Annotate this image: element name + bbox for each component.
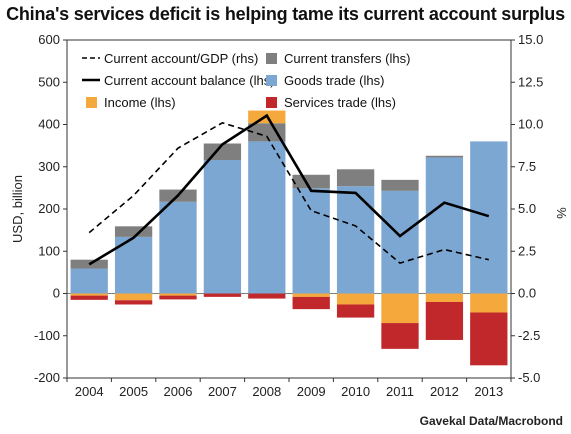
bar-segment — [159, 295, 197, 300]
current-account-balance-line — [88, 113, 490, 266]
legend-swatch — [266, 97, 277, 108]
bar-segment — [381, 323, 419, 349]
bar-segment — [114, 300, 153, 305]
right-tick-label: 0.0 — [518, 286, 536, 301]
bar-segment — [203, 159, 242, 294]
bar-segment — [292, 174, 330, 189]
bar-segment — [292, 188, 330, 294]
legend-label: Current transfers (lhs) — [284, 51, 410, 66]
bar-segment — [470, 141, 508, 294]
legend-label: Services trade (lhs) — [284, 95, 396, 110]
bar-segment — [114, 293, 153, 301]
bar-segment — [248, 123, 286, 142]
left-tick-label: 0 — [53, 286, 60, 301]
bar-segment — [336, 293, 375, 305]
x-tick-label: 2008 — [252, 384, 281, 399]
legend-swatch — [86, 97, 97, 108]
bar-segment — [336, 304, 375, 318]
legend-swatch — [266, 75, 277, 86]
left-tick-label: 300 — [38, 159, 60, 174]
bar-segment — [470, 312, 508, 366]
bar-segment — [248, 293, 286, 299]
right-tick-label: 2.5 — [518, 243, 536, 258]
bar-segment — [470, 293, 508, 313]
chart-source: Gavekal Data/Macrobond — [419, 414, 563, 428]
right-tick-label: 15.0 — [518, 32, 543, 47]
x-tick-label: 2009 — [297, 384, 326, 399]
bar-segment — [381, 293, 419, 324]
left-tick-label: 100 — [38, 243, 60, 258]
x-tick-label: 2013 — [474, 384, 503, 399]
bar-segment — [248, 141, 286, 294]
left-tick-label: 200 — [38, 201, 60, 216]
legend-label: Goods trade (lhs) — [284, 73, 384, 88]
right-tick-label: 10.0 — [518, 117, 543, 132]
right-tick-label: 5.0 — [518, 201, 536, 216]
right-tick-label: -5.0 — [518, 370, 540, 385]
legend-swatch — [266, 53, 277, 64]
chart-title: China's services deficit is helping tame… — [6, 4, 565, 24]
legend-label: Income (lhs) — [104, 95, 176, 110]
bar-segment — [381, 179, 419, 191]
bar-segment — [292, 293, 330, 297]
left-tick-label: -200 — [34, 370, 60, 385]
bar-segment — [70, 268, 108, 294]
bar-segment — [292, 296, 330, 310]
bar-segment — [425, 301, 464, 340]
x-tick-label: 2006 — [164, 384, 193, 399]
left-tick-label: 400 — [38, 117, 60, 132]
bar-segment — [381, 190, 419, 294]
bar-segment — [159, 293, 197, 296]
bar-segment — [70, 293, 108, 296]
x-tick-label: 2010 — [341, 384, 370, 399]
right-axis-label: % — [554, 207, 569, 219]
right-tick-label: -2.5 — [518, 328, 540, 343]
x-tick-label: 2011 — [386, 384, 414, 399]
right-tick-label: 12.5 — [518, 74, 543, 89]
bar-segment — [203, 293, 242, 297]
bar-segment — [159, 201, 197, 294]
x-tick-label: 2007 — [208, 384, 237, 399]
x-tick-label: 2005 — [119, 384, 148, 399]
bar-segment — [425, 155, 464, 158]
x-tick-label: 2012 — [430, 384, 459, 399]
left-tick-label: -100 — [34, 328, 60, 343]
left-tick-label: 600 — [38, 32, 60, 47]
bar-segment — [70, 295, 108, 300]
bar-segment — [336, 186, 375, 294]
bar-segment — [336, 169, 375, 187]
legend-label: Current account balance (lhs) — [104, 73, 275, 88]
bar-segment — [425, 157, 464, 294]
bar-segment — [425, 293, 464, 302]
left-axis-label: USD, billion — [10, 175, 25, 243]
right-tick-label: 7.5 — [518, 159, 536, 174]
legend-label: Current account/GDP (rhs) — [104, 51, 258, 66]
left-tick-label: 500 — [38, 74, 60, 89]
bar-segment — [114, 226, 153, 237]
current-account-gdp-line — [88, 121, 489, 264]
x-tick-label: 2004 — [75, 384, 104, 399]
